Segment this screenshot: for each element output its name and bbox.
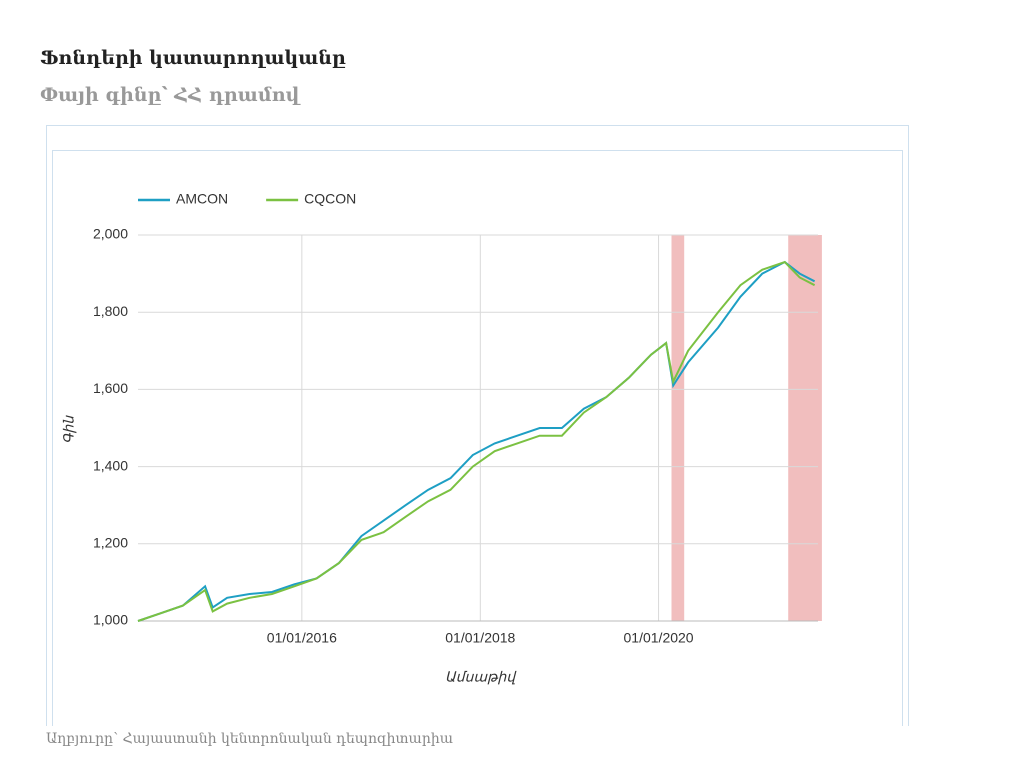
x-tick-label: 01/01/2018 (445, 630, 515, 646)
y-tick-label: 1,600 (93, 380, 128, 396)
series-line (137, 260, 816, 622)
legend-label: CQCON (304, 191, 356, 207)
x-tick-label: 01/01/2016 (267, 630, 337, 646)
y-tick-label: 1,400 (93, 457, 128, 473)
y-axis-label: Գին (61, 415, 77, 444)
y-tick-label: 1,800 (93, 303, 128, 319)
title: Ֆոնդերի կատարողականը (40, 47, 346, 69)
source: Աղբյուրը՝ Հայաստանի կենտրոնական դեպոզիտա… (46, 731, 454, 747)
y-tick-label: 1,200 (93, 535, 128, 551)
shaded-range (671, 235, 685, 621)
x-axis-label: Ամսաթիվ (445, 669, 517, 685)
chart-inner-frame (52, 150, 903, 726)
chart-frame (46, 125, 909, 726)
y-tick-label: 2,000 (93, 226, 128, 242)
series-line (137, 260, 816, 622)
chart: Ամսաթիվ Գին 1,000 1,200 1,400 1,600 1,800 2,0… (61, 191, 822, 685)
x-tick-label: 01/01/2020 (624, 630, 694, 646)
shaded-range (788, 235, 822, 621)
legend-label: AMCON (176, 191, 228, 207)
subtitle: Փայի գինը՝ ՀՀ դրամով (40, 84, 300, 106)
y-tick-label: 1,000 (93, 612, 128, 628)
